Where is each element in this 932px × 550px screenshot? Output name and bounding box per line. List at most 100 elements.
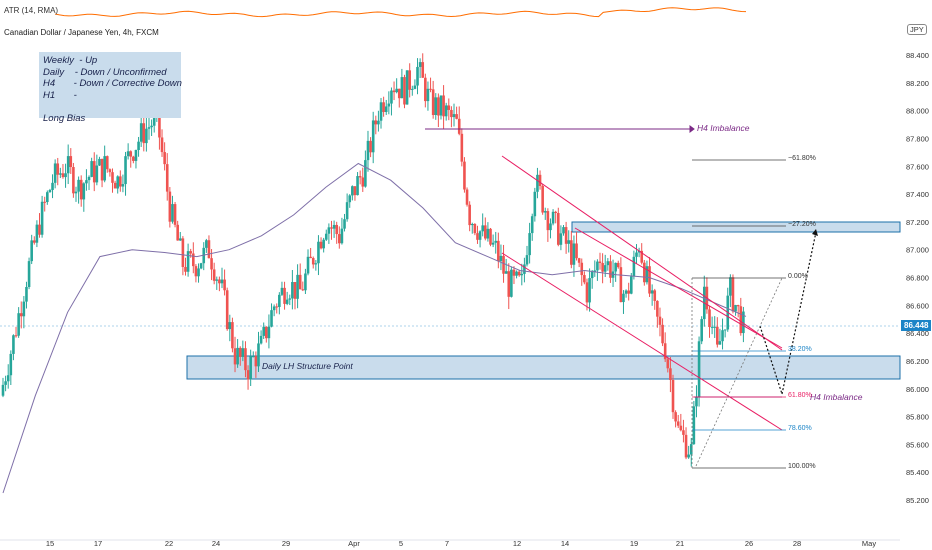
candle-body [387, 103, 391, 107]
candle-body [296, 274, 299, 299]
candle-body [327, 227, 331, 234]
candle-body [335, 224, 338, 235]
candle-body [145, 128, 148, 144]
candle-body [658, 316, 662, 325]
candle-body [614, 262, 617, 272]
candle-body [348, 195, 352, 203]
candle-body [507, 271, 511, 297]
candle-body [632, 256, 636, 277]
candle-body [390, 90, 393, 104]
note-h4: H4 - Down / Corrective Down [43, 78, 182, 89]
candle-body [311, 258, 315, 265]
candle-body [181, 238, 185, 267]
candle-body [186, 251, 190, 272]
candle-body [622, 293, 625, 303]
candle-body [199, 263, 203, 269]
bias-notes-box: Weekly - Up Daily - Down / Unconfirmed H… [39, 52, 182, 124]
candle-body [481, 225, 484, 232]
candle-body [671, 379, 675, 413]
candle-body [116, 176, 120, 189]
time-tick-label: 29 [282, 539, 290, 548]
candle-body [192, 253, 195, 267]
fib-label-786: 78.60% [788, 425, 812, 432]
candle-body [536, 174, 539, 192]
candle-body [606, 261, 610, 266]
candle-body [403, 77, 406, 105]
candle-body [421, 62, 425, 78]
candle-body [40, 201, 44, 235]
candle-body [61, 173, 65, 178]
candle-body [228, 322, 232, 330]
candle-body [173, 204, 177, 225]
candle-body [528, 233, 531, 256]
candle-body [163, 152, 166, 165]
candle-body [77, 179, 80, 192]
moving-average-line [2, 162, 747, 494]
candle-body [314, 263, 318, 265]
candle-body [95, 165, 99, 183]
candle-body [259, 335, 263, 344]
candle-body [147, 127, 151, 129]
candle-body [559, 233, 563, 245]
candle-body [249, 356, 252, 380]
candle-body [87, 176, 91, 181]
currency-badge[interactable]: JPY [907, 24, 927, 35]
candle-body [165, 164, 169, 192]
candle-body [666, 359, 670, 369]
candle-body [437, 97, 440, 116]
time-tick-label: 5 [399, 539, 403, 548]
price-tick-label: 87.200 [906, 218, 929, 227]
candle-body [684, 434, 688, 458]
candle-body [126, 151, 130, 157]
candle-body [171, 204, 174, 222]
candle-body [713, 326, 717, 328]
candle-body [729, 277, 732, 296]
candle-body [119, 176, 122, 187]
candle-body [648, 266, 651, 294]
candle-body [661, 324, 664, 344]
candle-body [416, 66, 419, 86]
candle-body [79, 179, 83, 200]
price-tick-label: 86.200 [906, 357, 929, 366]
candle-body [132, 156, 135, 161]
candle-body [478, 231, 482, 240]
candle-body [371, 120, 375, 153]
candles [1, 53, 745, 467]
candle-body [434, 97, 438, 115]
candle-body [251, 356, 255, 358]
time-tick-label: 28 [793, 539, 801, 548]
candle-body [51, 182, 54, 191]
candle-body [572, 243, 576, 265]
candle-body [304, 273, 307, 291]
candle-body [283, 287, 286, 304]
price-axis: 88.400 88.200 88.000 87.800 87.600 87.400 87.2… [906, 51, 929, 505]
candle-body [465, 189, 469, 205]
candle-body [142, 123, 146, 144]
candle-body [134, 149, 138, 161]
candle-body [596, 261, 599, 271]
candle-body [444, 105, 448, 117]
candle-body [640, 250, 644, 263]
candle-body [121, 184, 125, 187]
candle-body [627, 290, 630, 294]
candle-body [358, 176, 362, 178]
candle-body [575, 243, 578, 259]
fib-label-m272: −27.20% [788, 221, 816, 228]
price-tick-label: 85.400 [906, 468, 929, 477]
candle-body [356, 176, 359, 196]
candle-body [1, 384, 5, 396]
candle-body [721, 330, 724, 342]
candle-body [168, 191, 172, 222]
candle-body [538, 174, 542, 186]
time-tick-label: 22 [165, 539, 173, 548]
candle-body [90, 161, 93, 177]
candle-body [643, 262, 646, 283]
candle-body [663, 343, 667, 360]
candle-body [549, 223, 552, 231]
price-tick-label: 85.600 [906, 440, 929, 449]
candle-body [452, 114, 456, 118]
candle-body [238, 347, 242, 357]
candle-body [710, 326, 714, 328]
candle-body [278, 294, 281, 307]
